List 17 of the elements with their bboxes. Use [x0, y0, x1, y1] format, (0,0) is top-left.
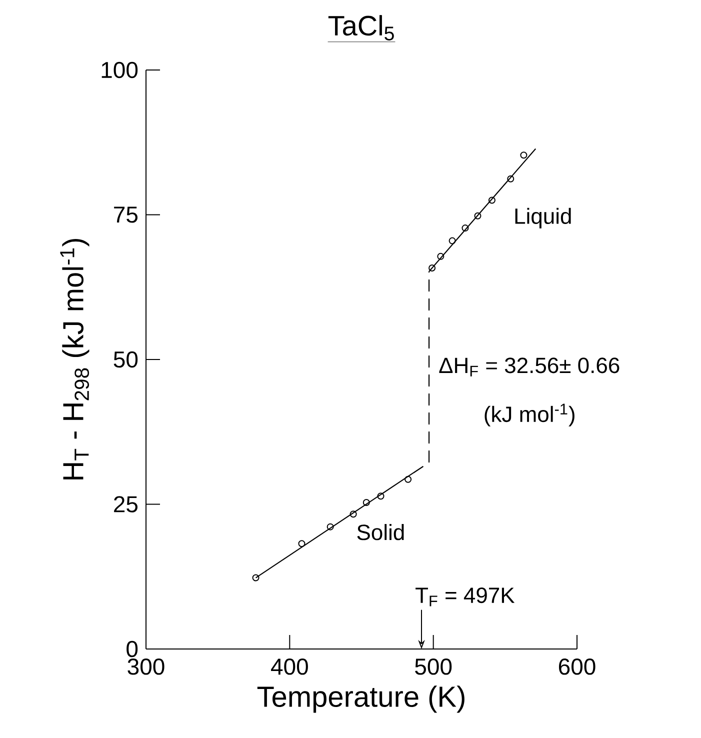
series-label: Solid [357, 524, 404, 540]
chart-title: TaCl$_{5}$ [328, 15, 394, 40]
y-axis-title: H$_{T}$ - H$_{298}$ (kJ mol$^{-1}$) [60, 238, 90, 480]
series-label: Liquid [515, 208, 571, 228]
y-tick-label: 100 [102, 62, 138, 78]
y-tick-label: 25 [114, 496, 138, 512]
x-tick-label: 400 [271, 658, 308, 675]
y-tick-label: 75 [114, 206, 138, 223]
annotation: ΔH$_{F}$ = 32.56± 0.66 [439, 358, 620, 376]
x-tick-label: 500 [415, 658, 452, 675]
x-tick-label: 300 [128, 658, 164, 675]
x-axis-title: Temperature (K) [257, 686, 464, 713]
x-tick-label: 600 [558, 658, 596, 675]
y-tick-label: 0 [126, 640, 138, 658]
annotation: T$_{F}$ = 497K [416, 587, 515, 606]
annotation: (kJ mol$^{-1}$) [484, 404, 574, 426]
y-tick-label: 50 [114, 351, 138, 368]
